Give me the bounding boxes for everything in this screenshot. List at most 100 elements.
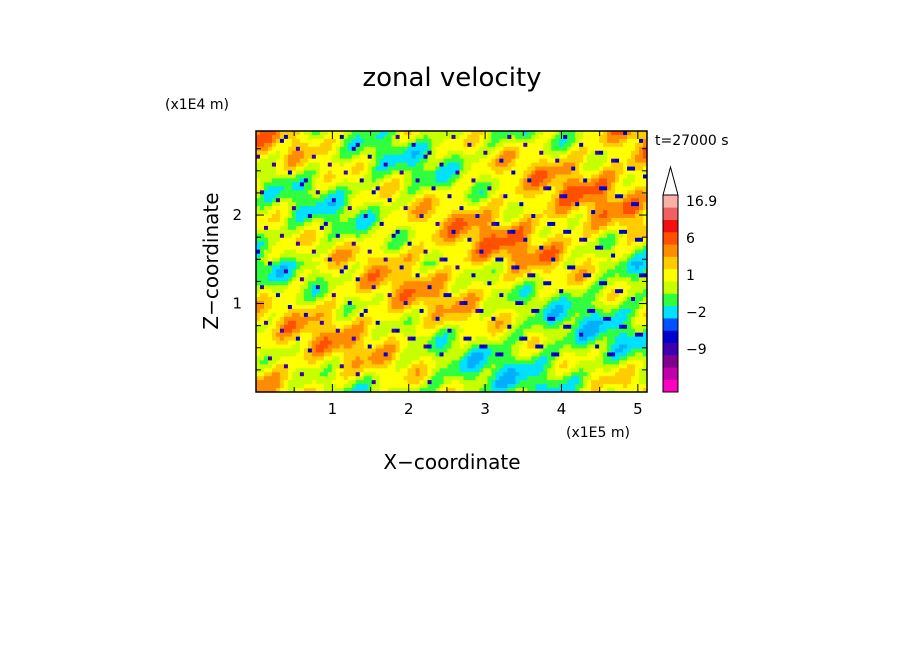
field-cell — [435, 324, 440, 330]
field-cell — [343, 320, 349, 326]
field-cell — [256, 162, 261, 167]
field-cell — [639, 170, 644, 175]
field-cell — [639, 237, 644, 243]
field-cell — [335, 221, 341, 227]
field-cell — [327, 131, 333, 136]
field-cell — [615, 221, 620, 227]
field-cell — [435, 229, 440, 235]
field-cell — [475, 241, 480, 247]
field-cell — [371, 178, 377, 183]
field-cell — [479, 324, 484, 330]
field-cell — [431, 245, 436, 251]
field-cell — [435, 162, 440, 167]
field-cell — [279, 166, 285, 171]
field-cell — [643, 182, 648, 187]
field-cell — [343, 214, 349, 219]
field-cell — [355, 218, 361, 223]
field-cell — [311, 170, 317, 175]
field-cell — [443, 182, 448, 187]
field-cell — [623, 138, 628, 144]
field-cell — [571, 218, 576, 223]
field-cell — [547, 241, 552, 247]
field-cell — [443, 166, 448, 171]
field-cell — [419, 214, 424, 219]
field-cell — [327, 158, 333, 164]
field-cell — [631, 237, 636, 243]
field-cell — [515, 146, 520, 152]
field-cell — [459, 190, 464, 195]
field-cell — [595, 194, 600, 199]
field-cell — [311, 214, 317, 219]
field-cell — [611, 324, 616, 330]
field-cell — [639, 285, 644, 290]
field-cell — [563, 237, 568, 243]
field-cell — [559, 328, 564, 334]
field-cell — [571, 131, 576, 136]
field-cell — [559, 297, 564, 302]
field-cell — [323, 281, 329, 286]
field-cell — [495, 206, 500, 211]
field-cell — [615, 316, 620, 322]
field-cell — [395, 166, 401, 171]
field-cell — [543, 150, 548, 156]
field-cell — [499, 301, 504, 306]
field-cell — [575, 316, 580, 322]
field-cell — [415, 308, 420, 314]
field-cell — [619, 265, 624, 270]
field-cell — [379, 241, 385, 247]
field-cell — [619, 273, 624, 278]
field-cell — [551, 162, 556, 167]
field-cell — [575, 320, 580, 326]
field-cell — [303, 178, 309, 183]
field-cell — [451, 297, 456, 302]
field-cell — [375, 146, 381, 152]
field-cell — [547, 289, 552, 294]
field-cell — [535, 210, 540, 215]
field-cell — [299, 186, 305, 191]
field-cell — [643, 154, 648, 160]
field-cell — [339, 134, 345, 140]
field-cell — [463, 182, 468, 187]
field-cell — [483, 297, 488, 302]
field-cell — [555, 158, 560, 164]
field-cell — [299, 229, 305, 235]
field-cell — [375, 178, 381, 183]
field-cell — [483, 257, 488, 262]
field-cell — [283, 324, 289, 330]
field-cell — [567, 186, 572, 191]
field-cell — [499, 190, 504, 195]
field-cell — [479, 316, 484, 322]
field-cell — [311, 146, 317, 152]
field-cell — [543, 249, 548, 254]
field-cell — [423, 178, 428, 183]
field-cell — [311, 253, 317, 258]
field-cell — [419, 245, 424, 251]
field-cell — [483, 281, 488, 286]
field-cell — [567, 269, 572, 274]
field-cell — [351, 182, 357, 187]
field-cell — [639, 225, 644, 231]
field-cell — [563, 316, 568, 322]
field-cell — [583, 162, 588, 167]
field-cell — [543, 138, 548, 144]
field-cell — [287, 158, 293, 164]
field-cell — [399, 210, 405, 215]
field-cell — [323, 162, 329, 167]
field-cell — [619, 225, 624, 231]
field-cell — [291, 182, 297, 187]
field-cell — [607, 320, 612, 326]
field-cell — [575, 218, 580, 223]
field-cell — [535, 162, 540, 167]
field-cell — [559, 237, 564, 243]
field-cell — [363, 237, 369, 243]
field-cell — [263, 210, 269, 215]
field-cell — [271, 305, 277, 310]
field-cell — [463, 285, 468, 290]
field-cell — [543, 328, 548, 334]
field-cell — [555, 206, 560, 211]
field-cell — [275, 221, 281, 227]
field-cell — [411, 170, 416, 175]
field-cell — [459, 142, 464, 148]
field-cell — [395, 190, 401, 195]
field-cell — [375, 229, 381, 235]
